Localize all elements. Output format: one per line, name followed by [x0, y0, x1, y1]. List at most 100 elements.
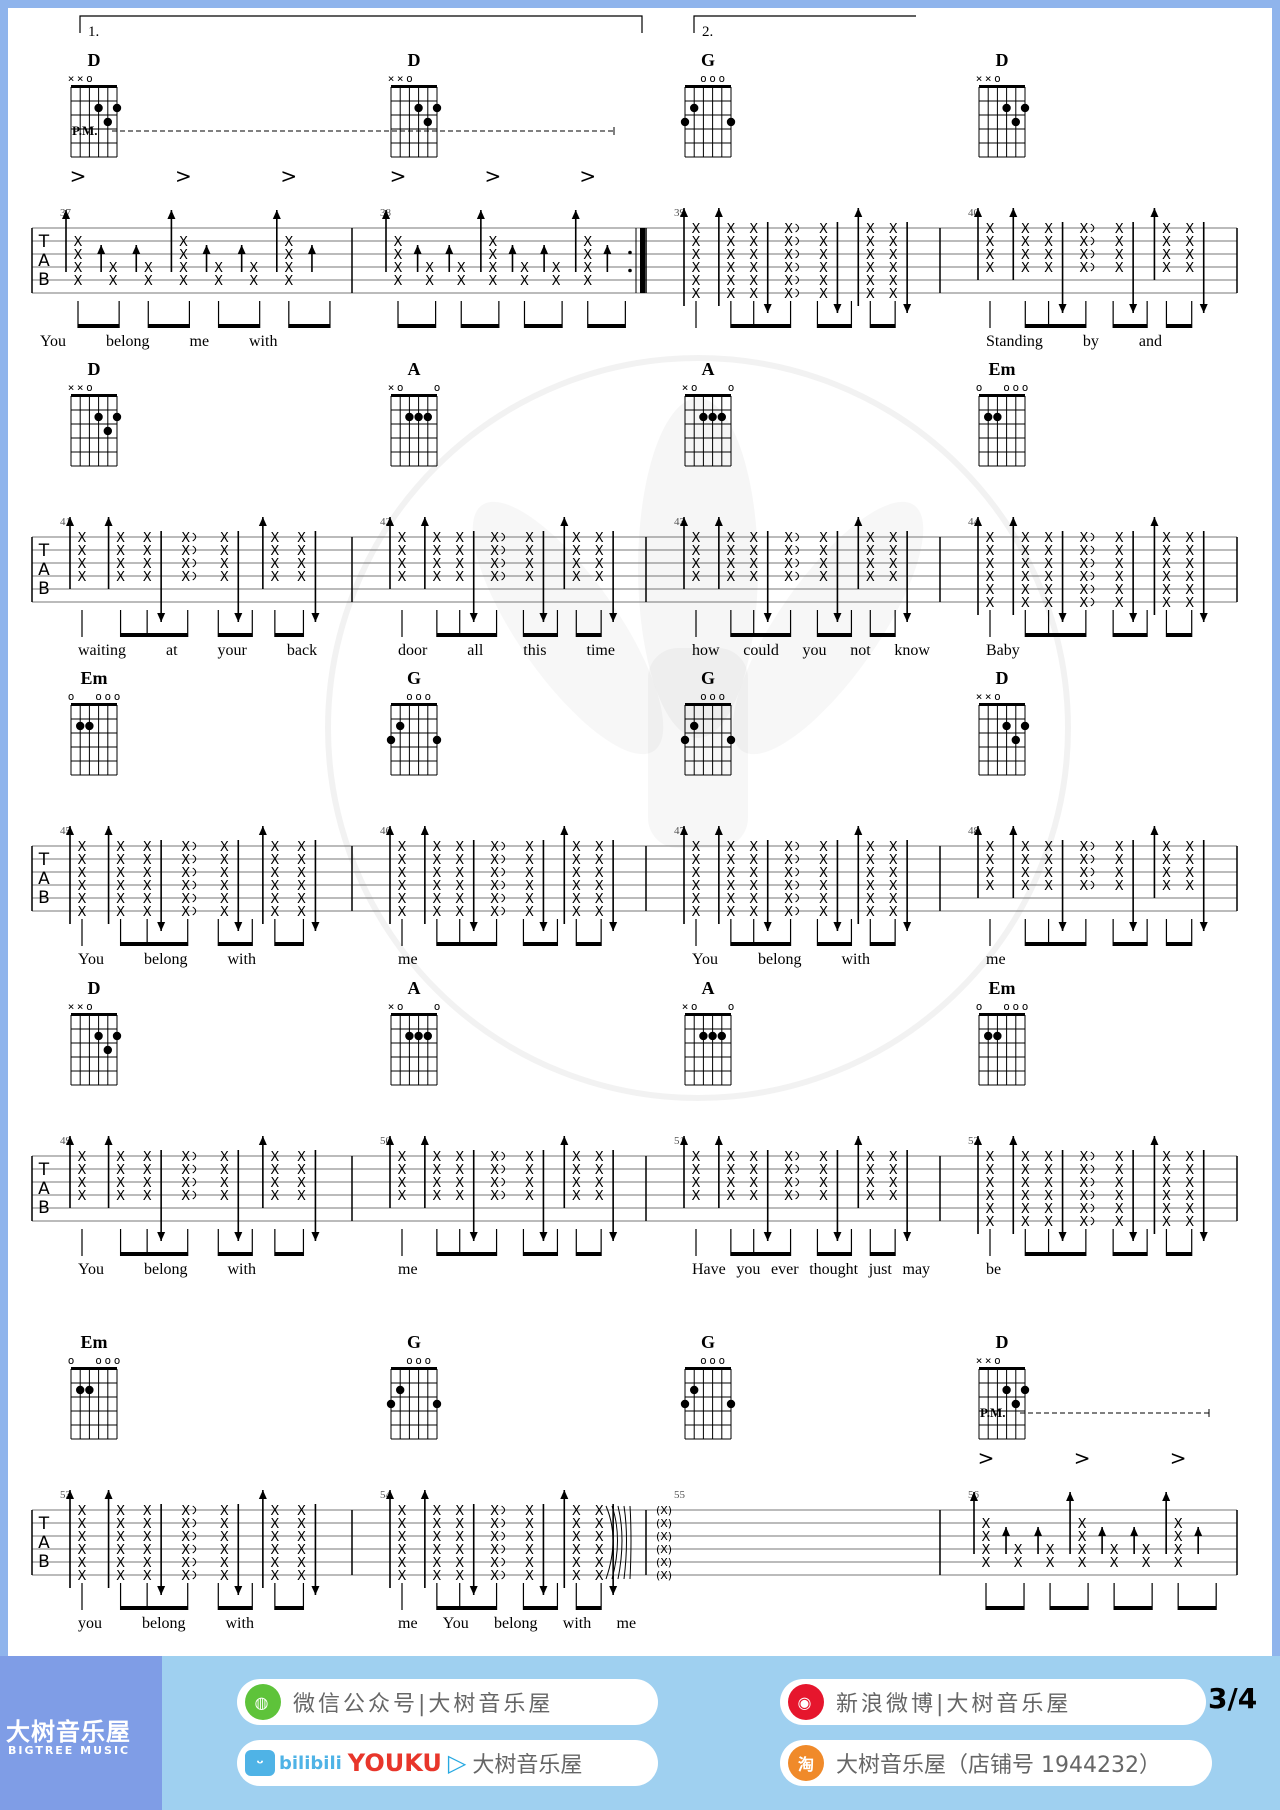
muted-note: X — [143, 1150, 152, 1165]
muted-note: X — [1021, 1150, 1030, 1165]
lyric-word: by — [1083, 333, 1099, 350]
beam — [436, 1606, 497, 1610]
muted-note: X — [1185, 1215, 1194, 1230]
upstroke-arrow-icon — [104, 1136, 113, 1145]
tie — [501, 1570, 506, 1580]
downstroke-arrow-icon — [833, 922, 842, 931]
muted-note: X — [398, 1163, 407, 1178]
muted-note: X — [116, 905, 125, 920]
measure-number: 44 — [968, 516, 980, 528]
upstroke-arrow-icon — [603, 245, 612, 254]
muted-note: X — [595, 1569, 604, 1584]
muted-note: X — [455, 1556, 464, 1571]
tie — [795, 288, 800, 298]
muted-note: X — [143, 1569, 152, 1584]
brand-logo: 大树音乐屋 BIGTREE MUSIC — [0, 1656, 162, 1810]
beam — [148, 324, 190, 328]
muted-note: X — [819, 1150, 828, 1165]
muted-note: X — [784, 557, 793, 572]
downstroke-arrow-icon — [1058, 1232, 1067, 1241]
downstroke-arrow-icon — [609, 922, 618, 931]
beam — [1025, 324, 1086, 328]
muted-note: X — [1162, 1163, 1171, 1178]
taobao-link[interactable]: 淘 大树音乐屋（店铺号 1944232） — [780, 1740, 1212, 1786]
muted-note: X — [143, 892, 152, 907]
muted-note: X — [525, 1530, 534, 1545]
muted-note: X — [889, 557, 898, 572]
finger-dot — [680, 1399, 690, 1409]
muted-note: X — [692, 879, 701, 894]
tie — [1090, 584, 1095, 594]
muted-note: X — [726, 235, 735, 250]
muted-note: X — [572, 866, 581, 881]
muted-note: X — [572, 853, 581, 868]
muted-note: X — [270, 1569, 279, 1584]
muted-note: X — [78, 1543, 87, 1558]
muted-note: X — [572, 544, 581, 559]
beam — [120, 1252, 188, 1256]
wechat-link[interactable]: ◍ 微信公众号|大树音乐屋 — [237, 1679, 658, 1725]
muted-note: X — [525, 840, 534, 855]
lyric-word: just — [868, 1261, 893, 1278]
muted-note: X — [726, 261, 735, 276]
tie — [501, 854, 506, 864]
arpeggio-curve — [617, 1505, 623, 1580]
muted-note: X — [692, 866, 701, 881]
accent-mark: > — [1074, 1446, 1091, 1470]
beam — [274, 1252, 304, 1256]
finger-dot — [680, 735, 690, 745]
video-links[interactable]: ᵕ bilibili YOUKU ▷ 大树音乐屋 — [237, 1740, 658, 1786]
muted-note: X — [889, 544, 898, 559]
upstroke-arrow-icon — [104, 826, 113, 835]
upstroke-arrow-icon — [974, 826, 982, 835]
muted-note: X — [181, 1504, 190, 1519]
beam — [817, 324, 852, 328]
tie — [1090, 545, 1095, 555]
measure-number: 45 — [60, 825, 72, 837]
muted-note: X — [1115, 235, 1124, 250]
upstroke-arrow-icon — [237, 245, 246, 254]
muted-note: X — [986, 261, 995, 276]
muted-note: X — [179, 235, 188, 250]
tie — [795, 906, 800, 916]
tab-clef-letter: T — [38, 1514, 50, 1534]
weibo-link[interactable]: ◉ 新浪微博|大树音乐屋 — [780, 1679, 1206, 1725]
muted-note: X — [181, 866, 190, 881]
muted-note: X — [143, 1163, 152, 1178]
muted-note: X — [572, 1556, 581, 1571]
muted-note: X — [432, 1569, 441, 1584]
muted-note: X — [249, 261, 258, 276]
muted-note: X — [749, 235, 758, 250]
downstroke-arrow-icon — [1129, 304, 1138, 313]
muted-note: X — [220, 531, 229, 546]
muted-note: X — [572, 1569, 581, 1584]
tie — [1090, 841, 1095, 851]
muted-note: X — [1162, 557, 1171, 572]
muted-note: X — [490, 531, 499, 546]
muted-note: X — [866, 1163, 875, 1178]
muted-note: X — [1162, 570, 1171, 585]
muted-note: X — [181, 853, 190, 868]
finger-dot — [726, 735, 736, 745]
muted-note: X — [692, 235, 701, 250]
muted-note: X — [889, 1176, 898, 1191]
tie — [1090, 880, 1095, 890]
upstroke-arrow-icon — [258, 1490, 267, 1499]
finger-dot — [1002, 721, 1011, 731]
tab-clef-letter: T — [38, 1160, 50, 1180]
lyric-word: could — [743, 642, 779, 659]
muted-note: X — [1162, 1215, 1171, 1230]
muted-note: X — [74, 274, 83, 289]
muted-note: X — [455, 905, 464, 920]
muted-note: X — [181, 1556, 190, 1571]
muted-note: X — [457, 274, 466, 289]
muted-note: X — [220, 1543, 229, 1558]
muted-note: X — [819, 531, 828, 546]
open-strings-label: ××o — [68, 381, 96, 394]
muted-note: X — [78, 531, 87, 546]
muted-note: X — [297, 1530, 306, 1545]
volta-label: 2. — [702, 24, 713, 40]
upstroke-arrow-icon — [1150, 826, 1159, 835]
muted-note: X — [1044, 1150, 1053, 1165]
